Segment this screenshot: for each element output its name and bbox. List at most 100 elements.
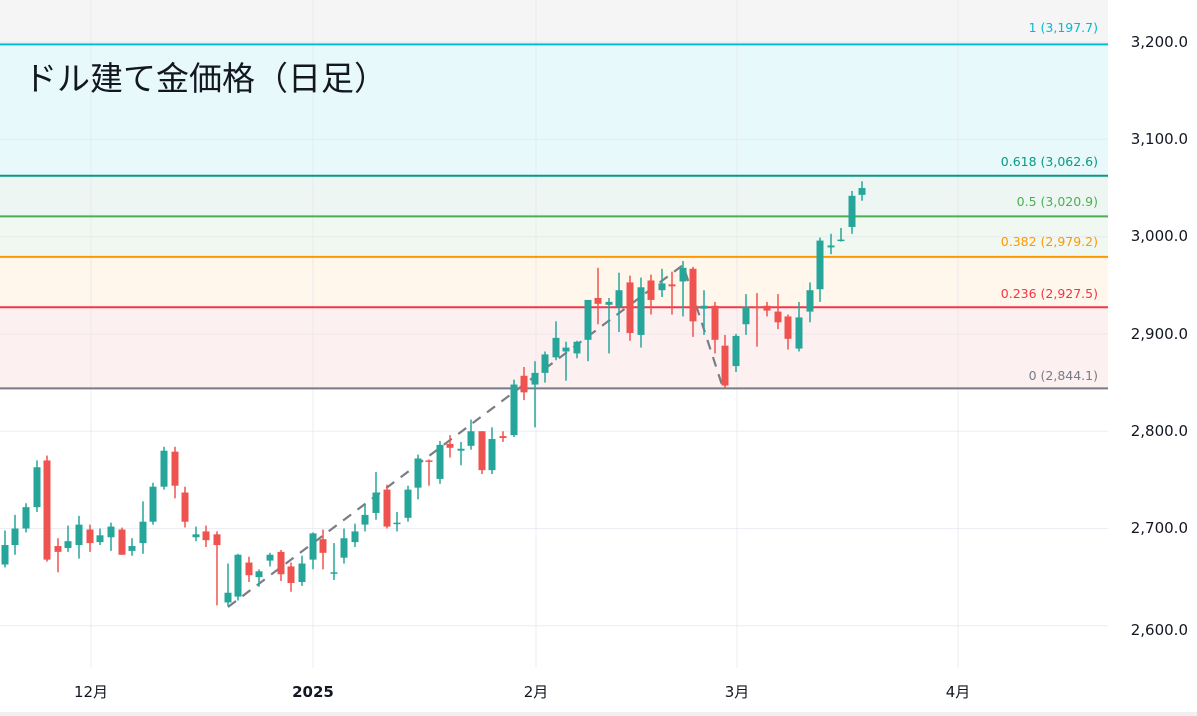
candle	[816, 237, 824, 302]
fib-label-05: 0.5 (3,020.9)	[1017, 194, 1098, 209]
candle	[277, 549, 285, 582]
candle	[425, 459, 433, 486]
candle	[107, 522, 115, 551]
candle	[319, 529, 327, 570]
candle	[171, 446, 179, 499]
candle	[763, 301, 771, 317]
candle	[64, 525, 72, 552]
candle	[552, 321, 560, 361]
candle	[118, 527, 126, 555]
candle	[848, 190, 856, 234]
gridlines	[0, 0, 1108, 668]
candle	[149, 482, 157, 525]
candle	[404, 485, 412, 522]
fib-label-0382: 0.382 (2,979.2)	[1001, 234, 1098, 249]
candle	[75, 515, 83, 559]
candle	[478, 431, 486, 475]
candle	[160, 446, 168, 490]
price-label-3100: 3,100.0	[1131, 130, 1188, 148]
candle	[309, 532, 317, 570]
candle	[298, 555, 306, 586]
price-axis-labels: 3,200.0 3,100.0 3,000.0 2,900.0 2,800.0 …	[1131, 33, 1188, 639]
price-label-2600: 2,600.0	[1131, 621, 1188, 639]
candle	[858, 181, 866, 201]
candle	[647, 274, 655, 315]
candle	[488, 427, 496, 475]
candle	[594, 267, 602, 325]
candle	[202, 525, 210, 547]
candle	[520, 367, 528, 401]
fib-zone	[0, 256, 1108, 308]
candle	[510, 379, 518, 438]
top-shade	[0, 0, 1108, 43]
candle	[626, 275, 634, 341]
candle	[806, 282, 814, 323]
candle	[414, 454, 422, 500]
candle	[436, 440, 444, 484]
candle	[531, 361, 539, 428]
candle	[732, 333, 740, 372]
candle	[457, 441, 465, 466]
fib-zone	[0, 175, 1108, 217]
candle	[372, 472, 380, 520]
candle	[658, 268, 666, 298]
candle	[637, 277, 645, 348]
candle	[245, 556, 253, 583]
trend-line[interactable]	[227, 263, 725, 608]
candle	[562, 341, 570, 381]
candle	[700, 290, 708, 335]
candle	[22, 503, 30, 533]
fib-label-1: 1 (3,197.7)	[1029, 20, 1098, 35]
chart-title: ドル建て金価格（日足）	[24, 59, 387, 98]
candle	[351, 523, 359, 547]
candle	[753, 293, 761, 347]
fibonacci-labels: 1 (3,197.7) 0.618 (3,062.6) 0.5 (3,020.9…	[1001, 20, 1098, 383]
fib-label-0618: 0.618 (3,062.6)	[1001, 154, 1098, 169]
candle	[43, 455, 51, 562]
candle	[234, 553, 242, 601]
candle	[11, 514, 19, 555]
candle	[54, 538, 62, 573]
candle	[605, 297, 613, 354]
candle	[541, 351, 549, 383]
candle	[393, 511, 401, 532]
candle	[573, 340, 581, 359]
price-label-2900: 2,900.0	[1131, 325, 1188, 343]
candle	[128, 538, 136, 556]
candle	[837, 227, 845, 242]
fibonacci-retracement-lines[interactable]	[0, 43, 1108, 390]
candle	[827, 233, 835, 255]
time-axis-labels: 12月 2025 2月 3月 4月	[74, 683, 970, 701]
candle	[255, 569, 263, 587]
time-label-dec: 12月	[74, 683, 108, 701]
fib-label-0: 0 (2,844.1)	[1029, 368, 1098, 383]
fib-zone	[0, 44, 1108, 176]
candle	[224, 563, 232, 607]
candle	[33, 460, 41, 512]
candle	[679, 261, 687, 317]
candle	[499, 431, 507, 442]
fib-label-0236: 0.236 (2,927.5)	[1001, 286, 1098, 301]
time-label-apr: 4月	[946, 683, 971, 701]
price-label-3000: 3,000.0	[1131, 227, 1188, 245]
candle	[774, 294, 782, 330]
candle	[446, 435, 454, 458]
candle	[361, 504, 369, 532]
candle	[192, 526, 200, 542]
candle	[1, 530, 9, 568]
candle	[213, 531, 221, 606]
candle	[330, 543, 338, 581]
candle	[139, 501, 147, 554]
time-label-mar: 3月	[725, 683, 750, 701]
candle	[689, 266, 697, 337]
time-axis[interactable]	[0, 668, 1197, 716]
candles	[1, 181, 866, 607]
candle	[383, 484, 391, 529]
price-axis[interactable]	[1108, 0, 1197, 716]
candle	[711, 301, 719, 354]
candle	[86, 524, 94, 552]
candle	[615, 272, 623, 333]
bottom-border	[0, 712, 1197, 716]
